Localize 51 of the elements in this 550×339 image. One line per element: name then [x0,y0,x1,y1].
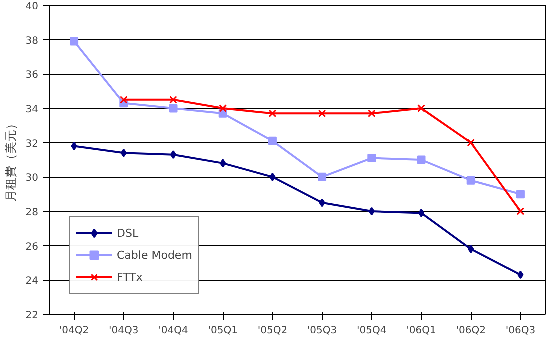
point [418,104,426,112]
y-axis-title: 月租費（美元） [4,118,18,202]
x-tick-label: '05Q2 [258,326,288,336]
y-tick-label: 32 [26,138,39,150]
x-tick-label: '06Q3 [506,326,536,336]
x-tick-label: '04Q4 [158,326,188,336]
legend-label: Cable Modem [117,248,192,262]
point [169,104,178,113]
point [71,142,78,151]
point [466,176,476,185]
point [467,138,476,147]
x-tick-label: '06Q1 [406,326,436,336]
y-tick-label: 38 [26,36,39,47]
point [170,96,178,104]
y-tick-label: 40 [26,2,39,12]
point [220,159,226,168]
y-tick-label: 34 [26,104,39,116]
legend-label: FTTx [117,270,143,284]
x-tick-label: '05Q1 [208,326,238,336]
point [219,104,228,112]
point [70,37,79,46]
point [368,154,376,163]
y-tick-label: 22 [26,310,39,322]
point [516,208,525,216]
point [318,110,326,118]
x-tick-label: '04Q3 [109,326,139,336]
point [417,156,426,164]
point [270,172,276,182]
y-tick-label: 36 [26,70,39,82]
point [468,245,474,254]
x-tick-label: '06Q2 [456,326,486,336]
y-tick-label: 24 [26,276,39,288]
point [268,136,277,146]
point [516,190,525,199]
point [120,96,128,104]
point [368,110,376,118]
point [170,150,177,160]
y-tick-label: 26 [26,242,39,253]
point [518,270,524,280]
y-tick-label: 28 [26,208,39,218]
point [368,207,375,216]
x-tick-label: '05Q3 [307,326,338,336]
point [319,198,326,208]
y-tick-label: 30 [26,173,39,184]
point [120,148,127,158]
point [268,110,277,118]
point [318,172,327,182]
point [418,208,425,218]
x-tick-label: '04Q2 [59,326,90,336]
x-tick-label: '05Q4 [357,326,387,336]
legend-label: DSL [117,226,139,240]
